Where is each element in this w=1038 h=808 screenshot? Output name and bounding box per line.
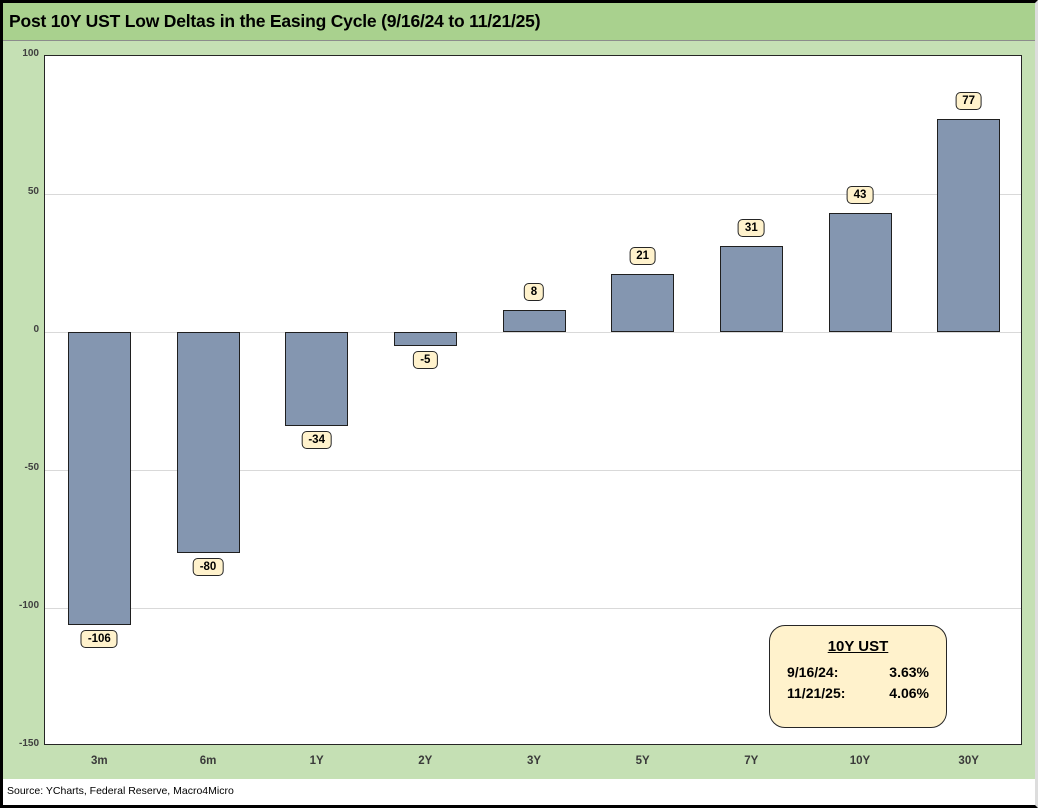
y-axis-tick: 100 <box>22 48 39 59</box>
y-axis-tick: 0 <box>33 324 39 335</box>
gridline <box>45 470 1021 471</box>
bar-2Y <box>393 332 457 346</box>
callout-value: 3.63% <box>889 664 929 680</box>
chart-title: Post 10Y UST Low Deltas in the Easing Cy… <box>9 11 541 31</box>
x-axis-label: 3m <box>91 755 108 767</box>
title-band: Post 10Y UST Low Deltas in the Easing Cy… <box>3 3 1035 41</box>
y-axis-tick: -50 <box>24 462 39 473</box>
source-note: Source: YCharts, Federal Reserve, Macro4… <box>7 785 234 797</box>
x-axis-label: 5Y <box>635 755 650 767</box>
callout-date: 9/16/24: <box>787 664 839 680</box>
bar-value-label: 21 <box>629 247 657 266</box>
gridline <box>45 194 1021 195</box>
bar-5Y <box>611 274 675 332</box>
callout-date: 11/21/25: <box>787 685 846 701</box>
source-strip: Source: YCharts, Federal Reserve, Macro4… <box>3 779 1035 805</box>
gridline <box>45 332 1021 333</box>
bar-value-label: -5 <box>413 350 438 369</box>
x-axis-label: 6m <box>199 755 217 767</box>
x-axis-label: 30Y <box>958 755 979 767</box>
bar-value-label: 43 <box>846 186 874 205</box>
bar-7Y <box>719 246 783 332</box>
bar-6m <box>176 332 240 553</box>
bar-1Y <box>285 332 349 426</box>
plot-area: -106 3m -80 6m -34 1Y -5 2Y 8 3Y 21 5Y 31 7Y 43 10Y 77 30… <box>44 55 1022 767</box>
y-axis-tick: -150 <box>18 738 39 749</box>
bar-value-label: 77 <box>955 92 983 111</box>
bar-3m <box>67 332 131 625</box>
y-axis-tick: -100 <box>18 600 39 611</box>
x-axis-label: 1Y <box>309 755 324 767</box>
callout-row: 9/16/24: 3.63% <box>770 662 946 683</box>
callout-value: 4.06% <box>889 685 929 701</box>
x-axis-label: 7Y <box>744 755 759 767</box>
callout-title: 10Y UST <box>827 638 889 655</box>
bar-value-label: 8 <box>523 282 545 301</box>
bar-value-label: 31 <box>737 219 765 238</box>
bar-3Y <box>502 309 566 332</box>
bar-30Y <box>937 119 1001 332</box>
x-axis-label: 2Y <box>418 755 433 767</box>
y-axis-tick: 50 <box>27 186 39 197</box>
bar-10Y <box>828 213 892 332</box>
callout-row: 11/21/25: 4.06% <box>770 683 946 704</box>
bar-value-label: -106 <box>80 629 118 648</box>
x-axis-label: 10Y <box>849 755 871 767</box>
bar-value-label: -80 <box>192 557 224 576</box>
x-axis-label: 3Y <box>526 755 542 767</box>
gridline <box>45 608 1021 609</box>
bar-value-label: -34 <box>301 430 332 449</box>
callout-10y-ust: 10Y UST 9/16/24: 3.63% 11/21/25: 4.06% <box>769 625 947 728</box>
